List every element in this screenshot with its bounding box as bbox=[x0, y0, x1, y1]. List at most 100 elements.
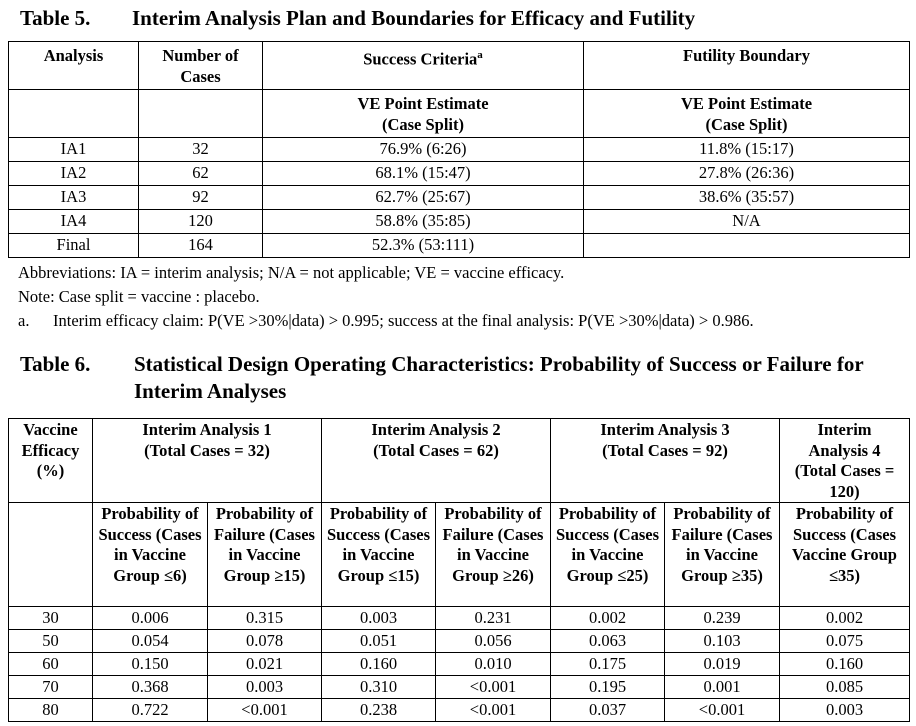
cell: 0.195 bbox=[550, 675, 665, 699]
cell: 0.150 bbox=[92, 652, 208, 676]
footnote-text: Interim efficacy claim: P(VE >30%|data) … bbox=[53, 311, 754, 330]
table6-header-ia3: Interim Analysis 3 (Total Cases = 92) bbox=[550, 418, 780, 503]
table-row: 50 0.054 0.078 0.051 0.056 0.063 0.103 0… bbox=[8, 629, 910, 653]
table5-header-row: Analysis Number of Cases Success Criteri… bbox=[8, 41, 910, 90]
table5-header-cases: Number of Cases bbox=[138, 41, 263, 90]
table6-subheader: Probability of Success (Cases in Vaccine… bbox=[321, 502, 436, 607]
table5-title-text: Interim Analysis Plan and Boundaries for… bbox=[132, 6, 696, 30]
cell: 0.003 bbox=[779, 698, 910, 722]
table6-subheader: Probability of Success (Cases in Vaccine… bbox=[92, 502, 208, 607]
cell: 30 bbox=[8, 606, 93, 630]
cell: 0.002 bbox=[550, 606, 665, 630]
cell: 0.078 bbox=[207, 629, 322, 653]
table5-header-success: Success Criteriaa bbox=[262, 41, 584, 90]
table6-header-row: Vaccine Efficacy (%) Interim Analysis 1 … bbox=[8, 418, 910, 503]
table6-subheader: Probability of Failure (Cases in Vaccine… bbox=[435, 502, 551, 607]
cell: 50 bbox=[8, 629, 93, 653]
table-row: 60 0.150 0.021 0.160 0.010 0.175 0.019 0… bbox=[8, 652, 910, 676]
table-row: 80 0.722 <0.001 0.238 <0.001 0.037 <0.00… bbox=[8, 698, 910, 722]
cell: 70 bbox=[8, 675, 93, 699]
table5-note: Note: Case split = vaccine : placebo. bbox=[18, 287, 260, 306]
table5-subheader-futility: VE Point Estimate (Case Split) bbox=[583, 89, 910, 138]
cell: 0.160 bbox=[779, 652, 910, 676]
table5-header-futility: Futility Boundary bbox=[583, 41, 910, 90]
cell: 38.6% (35:57) bbox=[583, 185, 910, 210]
table5-subheader-success: VE Point Estimate (Case Split) bbox=[262, 89, 584, 138]
cell: IA2 bbox=[8, 161, 139, 186]
table6-header-ve: Vaccine Efficacy (%) bbox=[8, 418, 93, 503]
table5-footnote: a. Interim efficacy claim: P(VE >30%|data… bbox=[18, 310, 754, 331]
cell: 0.054 bbox=[92, 629, 208, 653]
cell: 0.160 bbox=[321, 652, 436, 676]
cell: 0.085 bbox=[779, 675, 910, 699]
cell: 11.8% (15:17) bbox=[583, 137, 910, 162]
table6-subheader-row: Probability of Success (Cases in Vaccine… bbox=[8, 502, 910, 607]
table-row: 30 0.006 0.315 0.003 0.231 0.002 0.239 0… bbox=[8, 606, 910, 630]
table5-subheader-row: VE Point Estimate (Case Split) VE Point … bbox=[8, 89, 910, 138]
cell: 0.051 bbox=[321, 629, 436, 653]
table5-title: Table 5. Interim Analysis Plan and Bounda… bbox=[20, 6, 695, 30]
table-row: IA2 62 68.1% (15:47) 27.8% (26:36) bbox=[8, 161, 910, 186]
table6: Vaccine Efficacy (%) Interim Analysis 1 … bbox=[8, 418, 910, 722]
table6-header-ia2: Interim Analysis 2 (Total Cases = 62) bbox=[321, 418, 551, 503]
cell: 0.075 bbox=[779, 629, 910, 653]
cell: IA4 bbox=[8, 209, 139, 234]
cell: 0.722 bbox=[92, 698, 208, 722]
cell: 120 bbox=[138, 209, 263, 234]
cell: 0.315 bbox=[207, 606, 322, 630]
cell: <0.001 bbox=[435, 698, 551, 722]
table-row: IA3 92 62.7% (25:67) 38.6% (35:57) bbox=[8, 185, 910, 210]
table5-footnote-marker: a bbox=[477, 49, 483, 61]
table5-number: Table 5. bbox=[20, 6, 91, 30]
cell: <0.001 bbox=[207, 698, 322, 722]
cell: 92 bbox=[138, 185, 263, 210]
cell: 0.175 bbox=[550, 652, 665, 676]
cell: 0.310 bbox=[321, 675, 436, 699]
table5-subheader-empty bbox=[138, 89, 263, 138]
table6-title-text: Statistical Design Operating Characteris… bbox=[134, 352, 864, 403]
table6-header-ia1: Interim Analysis 1 (Total Cases = 32) bbox=[92, 418, 322, 503]
table6-subheader: Probability of Failure (Cases in Vaccine… bbox=[207, 502, 322, 607]
table6-subheader: Probability of Failure (Cases in Vaccine… bbox=[664, 502, 780, 607]
cell: 27.8% (26:36) bbox=[583, 161, 910, 186]
cell: 80 bbox=[8, 698, 93, 722]
cell: 0.063 bbox=[550, 629, 665, 653]
footnote-label: a. bbox=[18, 311, 30, 330]
cell: Final bbox=[8, 233, 139, 258]
cell: 0.368 bbox=[92, 675, 208, 699]
cell: <0.001 bbox=[435, 675, 551, 699]
cell: 60 bbox=[8, 652, 93, 676]
table5: Analysis Number of Cases Success Criteri… bbox=[8, 41, 910, 258]
cell: 0.037 bbox=[550, 698, 665, 722]
cell: 52.3% (53:111) bbox=[262, 233, 584, 258]
table5-abbreviations: Abbreviations: IA = interim analysis; N/… bbox=[18, 263, 565, 282]
table6-title: Table 6. Statistical Design Operating Ch… bbox=[20, 351, 910, 407]
table6-number: Table 6. bbox=[20, 352, 91, 376]
cell: 0.021 bbox=[207, 652, 322, 676]
table6-subheader: Probability of Success (Cases Vaccine Gr… bbox=[779, 502, 910, 607]
cell: 0.019 bbox=[664, 652, 780, 676]
cell: 0.003 bbox=[207, 675, 322, 699]
cell: 32 bbox=[138, 137, 263, 162]
cell: 0.010 bbox=[435, 652, 551, 676]
table-row: 70 0.368 0.003 0.310 <0.001 0.195 0.001 … bbox=[8, 675, 910, 699]
cell: 62.7% (25:67) bbox=[262, 185, 584, 210]
cell: 0.006 bbox=[92, 606, 208, 630]
cell: 0.238 bbox=[321, 698, 436, 722]
cell: 76.9% (6:26) bbox=[262, 137, 584, 162]
cell: 0.239 bbox=[664, 606, 780, 630]
cell bbox=[583, 233, 910, 258]
cell: 0.056 bbox=[435, 629, 551, 653]
cell: 164 bbox=[138, 233, 263, 258]
table6-subheader-empty bbox=[8, 502, 93, 607]
table-row: IA4 120 58.8% (35:85) N/A bbox=[8, 209, 910, 234]
cell: IA1 bbox=[8, 137, 139, 162]
cell: 0.103 bbox=[664, 629, 780, 653]
cell: N/A bbox=[583, 209, 910, 234]
table5-header-analysis: Analysis bbox=[8, 41, 139, 90]
cell: 62 bbox=[138, 161, 263, 186]
cell: 0.231 bbox=[435, 606, 551, 630]
cell: 0.002 bbox=[779, 606, 910, 630]
cell: 68.1% (15:47) bbox=[262, 161, 584, 186]
